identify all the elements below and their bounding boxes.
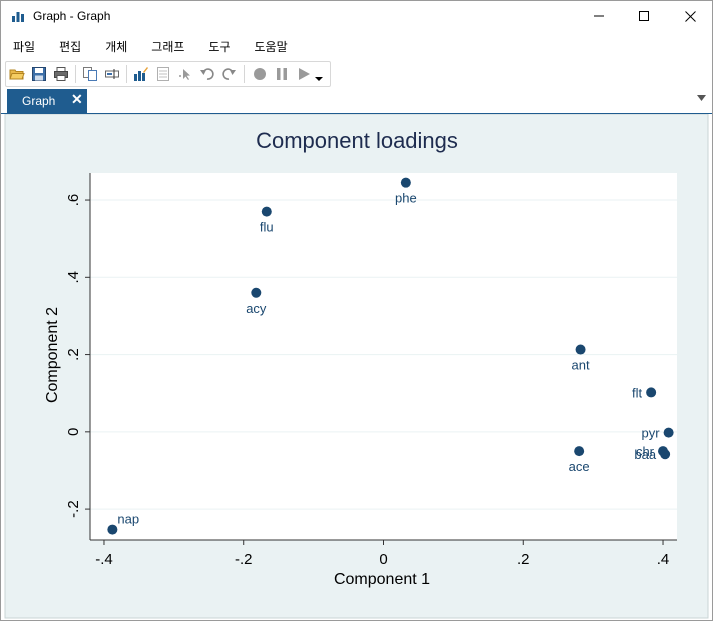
point-label-phe: phe xyxy=(395,191,417,206)
print-icon xyxy=(54,67,68,81)
minimize-button[interactable] xyxy=(576,1,622,31)
menu-tools[interactable]: 도구 xyxy=(208,40,231,54)
pause-button[interactable] xyxy=(272,64,292,84)
x-tick-label: .2 xyxy=(517,551,530,568)
data-point-phe[interactable] xyxy=(400,177,411,188)
copy-button[interactable] xyxy=(80,64,100,84)
minimize-icon xyxy=(594,15,604,17)
x-axis-label: Component 1 xyxy=(334,571,430,588)
data-point-ace[interactable] xyxy=(574,446,585,457)
copy-icon xyxy=(83,67,97,81)
x-tick-label: .4 xyxy=(657,551,670,568)
maximize-button[interactable] xyxy=(621,1,667,31)
point-label-ace: ace xyxy=(569,459,590,474)
data-point-acy[interactable] xyxy=(251,287,262,298)
point-label-baa: baa xyxy=(634,447,656,462)
menu-object[interactable]: 개체 xyxy=(105,40,128,54)
undo-button[interactable] xyxy=(197,64,217,84)
menu-help[interactable]: 도움말 xyxy=(254,40,288,54)
toolbar-separator xyxy=(126,65,127,83)
tab-label: Graph xyxy=(22,94,56,108)
y-tick-label: 0 xyxy=(65,428,82,436)
print-button[interactable] xyxy=(51,64,71,84)
rename-button[interactable] xyxy=(102,64,122,84)
x-tick-label: -.2 xyxy=(235,551,253,568)
play-button[interactable] xyxy=(294,64,314,84)
pause-icon xyxy=(277,68,287,80)
y-axis-label: Component 2 xyxy=(44,307,61,403)
y-tick-label: .2 xyxy=(65,348,82,361)
pointer-icon xyxy=(179,69,190,80)
graph-editor-icon xyxy=(134,67,148,81)
graph-app-icon xyxy=(12,12,24,22)
toolbar-separator xyxy=(244,65,245,83)
record-icon xyxy=(254,68,266,80)
open-button[interactable] xyxy=(7,64,27,84)
data-point-pyr[interactable] xyxy=(663,427,674,438)
play-dropdown-button[interactable] xyxy=(312,64,326,84)
maximize-icon xyxy=(639,11,649,21)
rename-icon xyxy=(105,69,119,79)
tab-close-icon[interactable]: ✕ xyxy=(71,91,83,107)
point-label-ant: ant xyxy=(572,358,590,373)
record-button[interactable] xyxy=(250,64,270,84)
close-icon xyxy=(684,10,696,22)
point-label-nap: nap xyxy=(117,512,139,527)
title-bar: Graph - Graph xyxy=(1,1,712,31)
pointer-button[interactable] xyxy=(175,64,195,84)
close-button[interactable] xyxy=(667,1,713,31)
y-tick-label: .6 xyxy=(65,194,82,207)
data-point-flu[interactable] xyxy=(261,206,272,217)
scatter-chart[interactable]: -.2 0 .2 .4 .6 -.4 -.2 0 .2 .4 phe flu acy ant flt pyr… xyxy=(1,113,712,620)
save-icon xyxy=(32,67,46,81)
play-icon xyxy=(299,68,310,80)
data-point-nap[interactable] xyxy=(107,524,118,535)
point-label-flu: flu xyxy=(260,220,274,235)
menu-bar: 파일 편집 개체 그래프 도구 도움말 xyxy=(1,35,300,57)
point-label-chr: chr xyxy=(636,444,655,459)
menu-graph[interactable]: 그래프 xyxy=(151,40,185,54)
graph-area: -.2 0 .2 .4 .6 -.4 -.2 0 .2 .4 phe flu acy ant flt pyr… xyxy=(1,113,712,620)
x-tick-label: -.4 xyxy=(95,551,113,568)
open-icon xyxy=(9,69,25,80)
y-tick-label: -.2 xyxy=(65,500,82,518)
point-label-acy: acy xyxy=(246,301,267,316)
toolbar-separator xyxy=(75,65,76,83)
x-tick-label: 0 xyxy=(379,551,387,568)
window-title: Graph - Graph xyxy=(33,9,111,23)
undo-icon xyxy=(200,68,214,80)
tab-graph[interactable]: Graph ✕ xyxy=(7,89,87,113)
redo-button[interactable] xyxy=(219,64,239,84)
tab-list-dropdown-icon[interactable] xyxy=(697,95,706,101)
plot-region xyxy=(90,173,677,540)
y-tick-label: .4 xyxy=(65,271,82,284)
data-point-ant[interactable] xyxy=(575,344,586,355)
menu-file[interactable]: 파일 xyxy=(13,40,36,54)
chart-title: Component loadings xyxy=(256,128,458,153)
data-icon xyxy=(157,67,169,81)
dropdown-icon xyxy=(315,77,323,81)
point-label-pyr: pyr xyxy=(642,426,661,441)
graph-editor-button[interactable] xyxy=(131,64,151,84)
data-editor-button[interactable] xyxy=(153,64,173,84)
save-button[interactable] xyxy=(29,64,49,84)
redo-icon xyxy=(222,68,236,80)
document-tabs: Graph ✕ xyxy=(1,89,712,114)
toolbar xyxy=(5,61,331,87)
data-point-baa[interactable] xyxy=(660,449,671,460)
menu-edit[interactable]: 편집 xyxy=(59,40,82,54)
data-point-flt[interactable] xyxy=(646,387,657,398)
point-label-flt: flt xyxy=(632,385,643,400)
